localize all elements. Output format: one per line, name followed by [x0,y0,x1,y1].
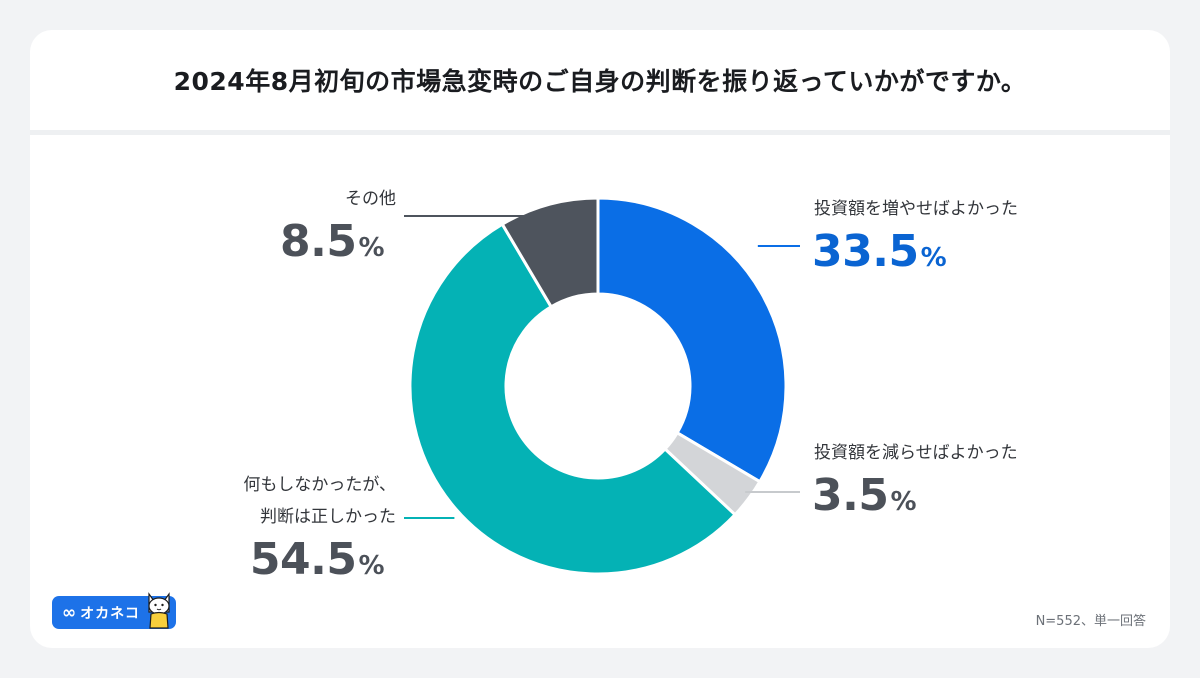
chart-title: 2024年8月初旬の市場急変時のご自身の判断を振り返っていかがですか。 [173,67,1027,96]
slice-value-decrease: 3.5% [812,470,917,521]
slice-value-decrease-number: 3.5 [812,470,889,521]
slice-value-did-nothing-unit: % [358,551,384,581]
slice-value-did-nothing: 54.5% [249,534,385,585]
slice-value-increase-unit: % [920,243,947,273]
slice-value-decrease-unit: % [890,487,917,517]
slice-label-other: その他 [345,189,396,209]
slice-value-other-number: 8.5 [279,216,357,267]
slice-value-other: 8.5% [279,216,385,267]
cat-mascot-icon [148,592,170,629]
donut-slice-increase [596,196,788,484]
logo-brand-text: オカネコ [80,605,140,622]
slice-value-increase: 33.5% [812,226,947,277]
okaneko-logo: ∞ オカネコ [52,592,176,629]
donut-slice-did-nothing [408,222,737,576]
slice-value-did-nothing-number: 54.5 [249,534,357,585]
slice-label-did-nothing-line2: 判断は正しかった [260,507,396,527]
donut-slice-other [500,196,600,309]
title-divider [30,130,1170,135]
slice-label-did-nothing-line1: 何もしなかったが、 [243,475,396,495]
slice-value-increase-number: 33.5 [812,226,919,277]
slice-label-increase: 投資額を増やせばよかった [814,199,1018,219]
chart-card: 2024年8月初旬の市場急変時のご自身の判断を振り返っていかがですか。 投資額を… [30,30,1170,648]
sample-note: N=552、単一回答 [1035,614,1146,629]
slice-label-decrease: 投資額を減らせばよかった [814,443,1018,463]
donut-chart [404,196,800,576]
slice-value-other-unit: % [358,233,384,263]
infinity-icon: ∞ [62,602,77,623]
